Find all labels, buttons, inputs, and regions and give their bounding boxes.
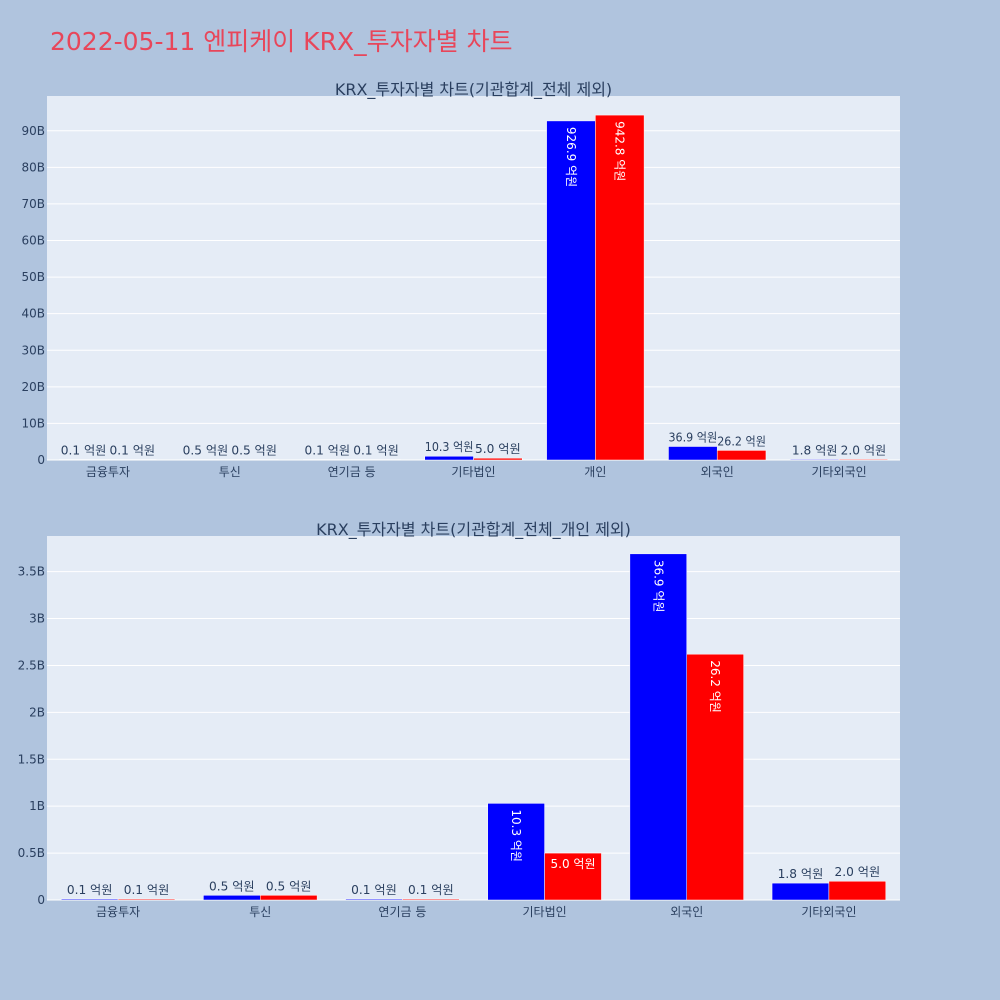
y-tick-label: 2B [29,705,45,719]
bar-data-label: 1.8 억원 [778,867,824,881]
y-tick-label: 1.5B [18,752,45,766]
bar [203,895,261,901]
x-tick-label: 기타외국인 [801,905,856,919]
y-tick-label: 0 [37,893,45,907]
chart-bottom: KRX_투자자별 차트(기관합계_전체_개인 제외) 0 0.5B 1B 1.5B 2B 2… [18,520,900,919]
bar-data-label: 0.5 억원 [183,444,229,458]
bar-data-label: 0.1 억원 [351,883,397,897]
bar [595,114,645,461]
bar-data-label: 10.3 억원 [509,809,523,862]
bar [58,459,109,461]
bar-data-label: 0.1 억원 [110,444,156,458]
bar [487,803,545,901]
y-tick-label: 3B [29,612,45,626]
bar [771,882,830,901]
bar-data-label: 1.8 억원 [792,443,838,457]
bar [790,459,840,461]
x-tick-label: 기타법인 [451,465,495,479]
bar [117,898,176,901]
y-tick-label: 0 [37,453,45,467]
y-tick-label: 80B [21,160,45,174]
bar [424,455,474,461]
y-tick-label: 3.5B [18,565,45,579]
bar [107,459,157,461]
x-tick-label: 외국인 [670,905,703,919]
bar-data-label: 926.9 억원 [564,127,578,187]
y-tick-label: 50B [21,270,45,284]
y-tick-label: 1B [29,799,45,813]
y-tick-label: 60B [21,234,45,248]
bar [180,459,231,461]
bar [229,459,279,461]
bar [686,653,744,901]
bar [302,459,352,461]
bar-data-label: 36.9 억원 [668,431,717,445]
bar-data-label: 942.8 억원 [613,121,627,181]
bar [473,457,523,461]
y-tick-label: 20B [21,380,45,394]
bar-data-label: 26.2 억원 [708,660,722,713]
bar [351,459,401,461]
x-tick-label: 외국인 [701,465,734,479]
x-tick-label: 금융투자 [86,465,130,479]
plot-area [47,536,900,900]
bar-data-label: 2.0 억원 [841,443,887,457]
bar-data-label: 5.0 억원 [551,857,596,871]
bar-data-label: 0.1 억원 [408,883,454,897]
y-tick-label: 10B [21,416,45,430]
bar [402,898,460,901]
bar [60,898,119,901]
chart-title: KRX_투자자별 차트(기관합계_전체_개인 제외) [316,520,631,540]
x-tick-label: 연기금 등 [378,905,426,919]
bar-data-label: 0.1 억원 [67,883,113,897]
x-tick-label: 기타법인 [522,905,566,919]
y-tick-label: 70B [21,197,45,211]
y-tick-label: 40B [21,307,45,321]
x-tick-label: 투신 [249,905,271,919]
bar-data-label: 0.5 억원 [231,444,277,458]
bar-data-label: 0.5 억원 [209,879,255,893]
page-title: 2022-05-11 엔피케이 KRX_투자자별 차트 [50,27,513,56]
bar-data-label: 0.1 억원 [353,444,399,458]
bar-data-label: 2.0 억원 [835,865,881,879]
y-tick-label: 30B [21,343,45,357]
bar-data-label: 36.9 억원 [651,560,665,613]
y-tick-label: 0.5B [18,846,45,860]
bar [716,450,767,461]
x-tick-label: 금융투자 [96,905,140,919]
bar [546,120,596,461]
bar [345,898,403,901]
bar-data-label: 0.1 억원 [61,444,107,458]
bar-data-label: 0.1 억원 [304,444,350,458]
x-tick-label: 투신 [219,465,241,479]
plot-area [47,96,900,460]
bar [668,446,718,461]
x-tick-label: 기타외국인 [811,465,866,479]
chart-title: KRX_투자자별 차트(기관합계_전체 제외) [335,80,612,100]
y-tick-label: 2.5B [18,658,45,672]
bar [629,553,688,901]
x-tick-label: 개인 [584,465,606,479]
x-tick-label: 연기금 등 [328,465,376,479]
bar-data-label: 26.2 억원 [717,434,766,448]
bar [544,852,602,901]
bar [828,880,887,901]
bar [260,895,318,901]
bar-data-label: 10.3 억원 [425,440,474,454]
chart-top: KRX_투자자별 차트(기관합계_전체 제외) 0 10B 20B 30B 40B 50B 6… [21,80,900,479]
bar-data-label: 5.0 억원 [475,442,521,456]
bar-data-label: 0.1 억원 [124,883,170,897]
y-tick-label: 90B [21,124,45,138]
bar [838,459,889,461]
bar-data-label: 0.5 억원 [266,879,312,893]
